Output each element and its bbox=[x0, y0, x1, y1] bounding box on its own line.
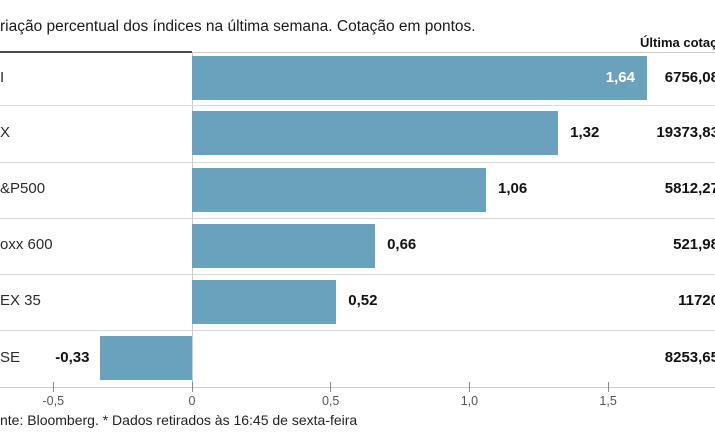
change-bar bbox=[100, 336, 192, 381]
x-axis-tick-label: 1,5 bbox=[599, 394, 617, 408]
last-quote-value: 5812,27 bbox=[664, 180, 715, 197]
row-separator bbox=[0, 217, 715, 219]
change-bar bbox=[192, 279, 337, 324]
index-label: X bbox=[0, 123, 11, 141]
index-label: oxx 600 bbox=[0, 236, 53, 253]
change-bar bbox=[192, 167, 487, 212]
row-separator bbox=[0, 161, 715, 163]
x-axis-tick-label: 1,0 bbox=[460, 394, 479, 408]
change-bar bbox=[192, 111, 559, 156]
row-separator bbox=[0, 105, 715, 106]
index-label: SE bbox=[0, 348, 21, 366]
change-value-label: 1,32 bbox=[570, 123, 600, 141]
index-label: I bbox=[0, 68, 5, 86]
x-axis-tick bbox=[191, 382, 193, 392]
change-value-label: 1,64 bbox=[605, 68, 635, 86]
header-rule-light-segment bbox=[192, 51, 715, 53]
last-quote-value: 19373,83 bbox=[656, 123, 715, 141]
x-axis-tick bbox=[52, 382, 54, 392]
change-value-label: 0,52 bbox=[348, 292, 378, 309]
change-value-label: -0,33 bbox=[55, 348, 90, 366]
x-axis-tick-label: 0 bbox=[188, 394, 196, 408]
last-quote-value: 521,98 bbox=[673, 236, 715, 253]
x-axis-tick-label: 0,5 bbox=[321, 394, 340, 408]
x-axis-tick bbox=[330, 382, 332, 392]
change-bar bbox=[192, 223, 376, 268]
zero-axis-line bbox=[192, 52, 193, 387]
index-label: EX 35 bbox=[0, 292, 41, 309]
row-separator bbox=[0, 273, 715, 275]
source-note: nte: Bloomberg. * Dados retirados às 16:… bbox=[0, 412, 358, 428]
row-separator bbox=[0, 329, 715, 331]
last-quote-value: 8253,65 bbox=[664, 348, 715, 366]
change-value-label: 1,06 bbox=[498, 180, 528, 197]
change-bar bbox=[192, 56, 647, 100]
header-rule-dark-segment bbox=[0, 51, 192, 53]
last-quote-column-header: Última cotaç bbox=[640, 35, 715, 50]
x-axis-tick bbox=[607, 382, 609, 392]
chart-title: riação percentual dos índices na última … bbox=[0, 18, 476, 35]
x-axis-tick-label: -0,5 bbox=[42, 394, 65, 408]
last-quote-value: 11720 bbox=[678, 292, 715, 309]
index-label: &P500 bbox=[0, 180, 46, 197]
change-value-label: 0,66 bbox=[387, 236, 417, 253]
x-axis-line bbox=[0, 387, 715, 388]
x-axis-tick bbox=[468, 382, 470, 392]
last-quote-value: 6756,08 bbox=[664, 68, 715, 86]
